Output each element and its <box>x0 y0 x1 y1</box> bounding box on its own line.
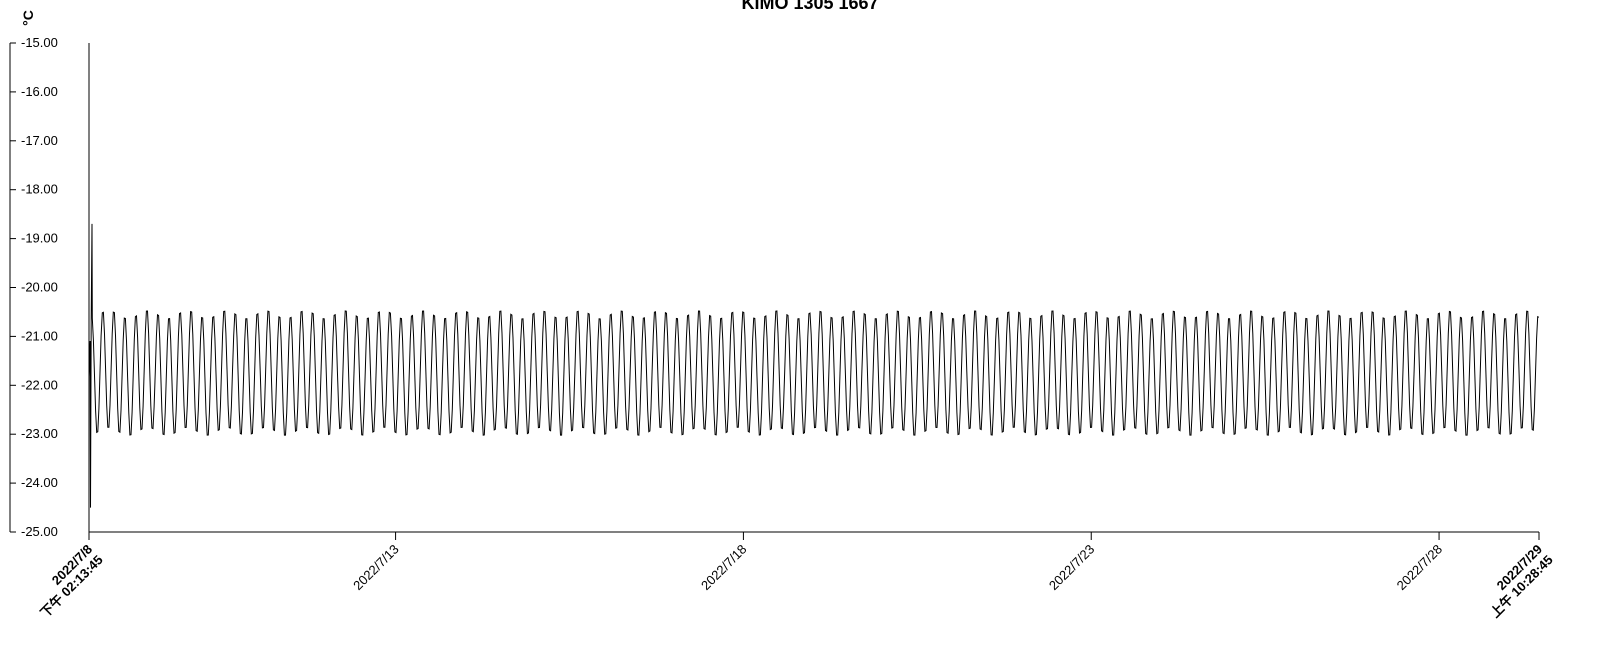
x-tick-label-line: 2022/7/23 <box>1046 542 1098 594</box>
y-tick-label: -24.00 <box>21 475 58 490</box>
x-tick-label-line: 2022/7/28 <box>1394 542 1446 594</box>
y-tick-label: -16.00 <box>21 84 58 99</box>
series-line <box>88 223 1540 508</box>
chart-title: KIMO 1305 1667 <box>741 0 878 13</box>
y-tick-label: -21.00 <box>21 328 58 343</box>
y-tick-label: -17.00 <box>21 133 58 148</box>
y-tick-label: -23.00 <box>21 426 58 441</box>
y-tick-label: -25.00 <box>21 524 58 539</box>
x-tick-label: 2022/7/23 <box>1046 542 1098 594</box>
y-axis: -15.00 -16.00 -17.00 -18.00 -19.00 -20.00 -21.… <box>9 35 58 539</box>
x-tick-label: 2022/7/13 <box>350 542 402 594</box>
y-tick-label: -20.00 <box>21 280 58 295</box>
y-tick-label: -19.00 <box>21 231 58 246</box>
x-tick-label: 2022/7/8下午 02:13:45 <box>27 542 106 621</box>
y-tick-label: -15.00 <box>21 35 58 50</box>
x-tick-label-line: 2022/7/18 <box>698 542 750 594</box>
x-tick-label: 2022/7/29上午 10:28:45 <box>1477 542 1556 621</box>
x-tick-label: 2022/7/18 <box>698 542 750 594</box>
y-axis-unit: °C <box>20 10 36 26</box>
y-tick-label: -22.00 <box>21 377 58 392</box>
x-tick-label-line: 2022/7/13 <box>350 542 402 594</box>
x-tick-label: 2022/7/28 <box>1394 542 1446 594</box>
y-tick-label: -18.00 <box>21 182 58 197</box>
